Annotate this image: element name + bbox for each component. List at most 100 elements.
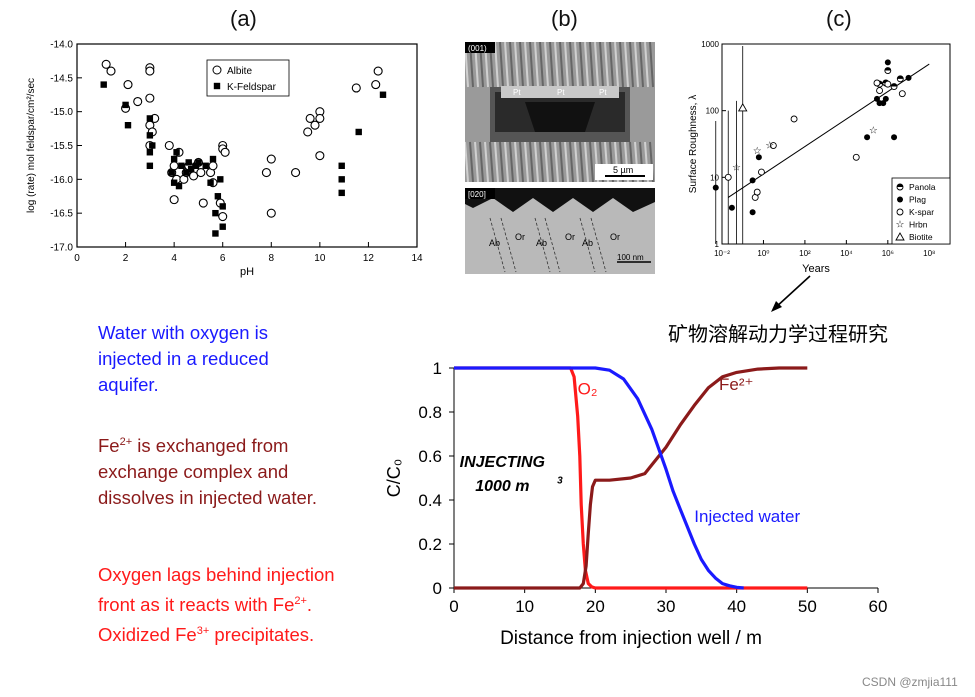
y-tick-label: 1000 [701, 40, 719, 49]
kfeldspar-point [146, 132, 154, 139]
y-tick-label: 0.4 [418, 491, 442, 510]
phase-tag: Or [610, 232, 620, 242]
watermark: CSDN @zmjia111 [862, 675, 958, 689]
micrograph-top-scale: 5 µm [613, 165, 633, 175]
pt-label-1: Pt [513, 88, 521, 97]
plag-point [728, 204, 735, 211]
paragraph-oxygen-lag: Oxygen lags behind injection front as it… [98, 564, 335, 646]
albite-point [133, 96, 143, 107]
albite-point [315, 113, 325, 123]
x-tick-label: 10⁴ [840, 249, 853, 258]
y-tick-label: 1 [715, 240, 720, 249]
k-spar-point [753, 188, 761, 196]
y-tick-label: 0.8 [418, 403, 442, 422]
panola-point [884, 67, 892, 74]
plag-point [884, 59, 891, 66]
plag-point [712, 184, 719, 191]
y-tick-label: -15.5 [50, 141, 73, 152]
kfeldspar-point [379, 91, 387, 98]
phase-tag: Ab [489, 238, 500, 248]
y-tick-label: -16.0 [50, 175, 73, 186]
fe2-curve-label: Fe²⁺ [719, 375, 753, 394]
panola-point [890, 83, 898, 91]
kfeldspar-point [219, 223, 226, 230]
albite-point [261, 168, 271, 178]
albite-point [169, 195, 179, 205]
legend-panola-label: Panola [909, 182, 936, 192]
k-spar-point [790, 115, 798, 123]
k-spar-point [873, 79, 881, 87]
albite-point [196, 168, 206, 178]
paragraph-fe-exchange: Fe2+ is exchanged from exchange complex … [98, 435, 318, 509]
paragraph-water-injection: Water with oxygen is injected in a reduc… [98, 322, 269, 395]
k-spar-point [724, 173, 732, 181]
kfeldspar-point [338, 189, 345, 197]
albite-point [145, 66, 155, 76]
phase-tag: Ab [582, 238, 593, 248]
y-tick-label: 0.2 [418, 535, 442, 554]
kfeldspar-point [195, 159, 202, 166]
kfeldspar-point [168, 169, 175, 176]
plag-point [864, 134, 871, 141]
albite-point [266, 208, 276, 218]
x-tick-label: 2 [123, 253, 129, 264]
biotite-point [737, 103, 748, 112]
k-spar-point [852, 153, 860, 161]
albite-point [220, 147, 230, 157]
albite-point [218, 212, 228, 222]
kfeldspar-point [338, 162, 345, 169]
legend-hrbn-label: Hrbn [909, 220, 928, 230]
x-tick-label: 10⁶ [882, 249, 894, 258]
kfeldspar-point [187, 165, 195, 173]
legend-box [206, 59, 290, 97]
series-injected-water-line [454, 366, 744, 590]
x-axis-label: pH [240, 266, 254, 278]
legend-biotite-marker [895, 232, 905, 241]
x-tick-label: 10² [799, 249, 811, 258]
x-axis-label: Years [802, 263, 830, 275]
pointer-arrow [771, 275, 811, 312]
kfeldspar-point [355, 128, 362, 136]
kfeldspar-point [217, 176, 224, 183]
y-tick-label: -14.5 [50, 73, 73, 84]
kfeldspar-point [212, 209, 219, 217]
k-spar-point [757, 168, 765, 176]
plag-point [749, 209, 756, 216]
legend-hrbn-marker: ☆ [896, 220, 905, 231]
panola-point [896, 75, 904, 83]
x-tick-label: 40 [727, 597, 746, 616]
injecting-volume-label: 1000 m [475, 478, 529, 495]
x-tick-label: 10 [515, 597, 534, 616]
y-axis-label: Surface Roughness, λ [688, 95, 699, 193]
micrograph-bottom-tag: [020] [468, 190, 486, 199]
pt-label-2: Pt [557, 88, 565, 97]
kfeldspar-point [192, 162, 200, 169]
albite-point [106, 66, 116, 76]
panel-label-c: (c) [826, 6, 852, 31]
panel-label-a: (a) [230, 6, 257, 31]
x-tick-label: 0 [74, 253, 80, 264]
kfeldspar-point [124, 122, 132, 129]
x-tick-label: 12 [363, 253, 375, 264]
x-tick-label: 10⁸ [923, 249, 935, 258]
micrograph-bottom-scale: 100 nm [617, 253, 644, 262]
albite-point [371, 80, 381, 90]
albite-point [164, 140, 174, 151]
x-tick-label: 30 [657, 597, 676, 616]
feldspar-dissolution-chart: 0 2 4 6 8 10 12 14 -14.0 -14.5 -15.0 -15.5 -16.0 -16.… [26, 40, 423, 279]
x-tick-label: 10 [314, 253, 326, 264]
albite-point [266, 154, 276, 164]
legend-plag-label: Plag [909, 195, 926, 205]
plag-point [882, 95, 889, 102]
hrbn-point: ☆ [765, 141, 774, 152]
plag-point [755, 154, 762, 161]
legend-kfeldspar-marker [213, 82, 221, 90]
breakthrough-curve-chart: 0 10 20 30 40 50 60 0 0.2 0.4 0.6 0.8 1 Distance from… [384, 359, 887, 649]
x-tick-label: 50 [798, 597, 817, 616]
x-tick-label: 6 [220, 253, 226, 264]
panel-label-b: (b) [551, 6, 578, 31]
legend-panola-marker [896, 183, 904, 191]
albite-point [351, 83, 361, 93]
injected-water-curve-label: Injected water [694, 507, 800, 526]
kfeldspar-point [146, 162, 154, 169]
